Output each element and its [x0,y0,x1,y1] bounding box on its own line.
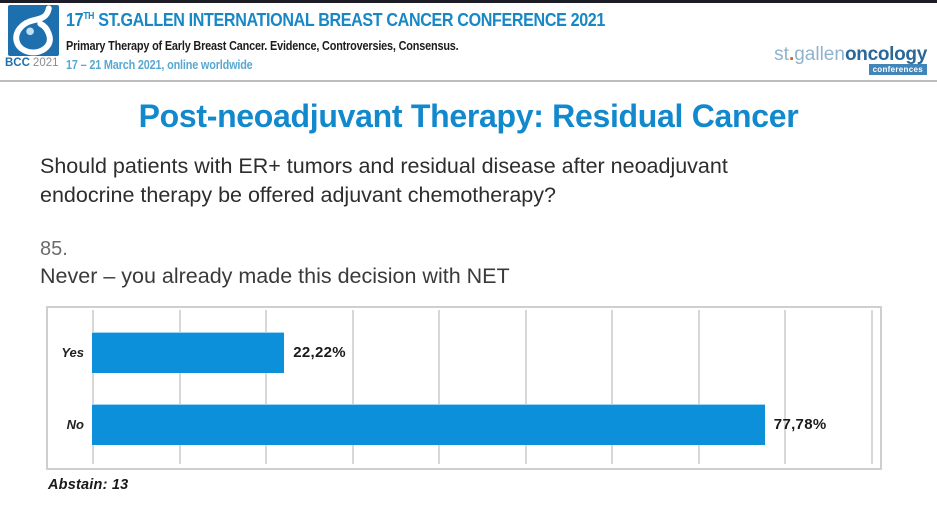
category-label-no: No [66,417,84,432]
bar-row-no: 77,78% [92,404,826,445]
poll-bar-chart: Yes No 22,22% 77,78% [46,306,882,470]
gridline [611,310,613,464]
gridline [351,310,354,464]
bar-row-yes: 22,22% [92,332,346,373]
bcc-logo-icon [8,5,59,56]
stgallen-oncology-logo: st.gallenoncology [774,44,927,66]
question-line-1: Should patients with ER+ tumors and resi… [40,154,728,178]
conference-title: 17TH ST.GALLEN INTERNATIONAL BREAST CANC… [66,9,605,31]
poll-statement: Never – you already made this decision w… [40,264,510,288]
brand-gallen: gallen [794,44,845,65]
conference-subtitle: Primary Therapy of Early Breast Cancer. … [66,39,459,53]
brand-conferences-tag: conferences [868,64,927,75]
bar-yes [92,332,285,373]
page-title: Post-neoadjuvant Therapy: Residual Cance… [138,98,799,134]
gridline [92,310,94,464]
bcc-badge-text: BCC [5,57,30,69]
brand-st: st [774,44,789,65]
value-label-no: 77,78% [773,416,827,433]
brand-dot: . [788,44,795,65]
conference-title-sup: TH [83,10,95,22]
question-line-2: endocrine therapy be offered adjuvant ch… [40,183,556,207]
conference-title-rest: ST.GALLEN INTERNATIONAL BREAST CANCER CO… [94,9,606,30]
bar-no [92,404,765,445]
abstain-count: Abstain: 13 [48,477,129,493]
gridline [870,310,873,464]
drop-icon [13,5,53,56]
value-label-yes: 22,22% [293,344,346,361]
gridline [178,310,181,464]
category-label-yes: Yes [61,345,84,360]
gridline [524,310,527,464]
question-number: 85. [40,238,68,260]
gridline [438,310,440,464]
top-strip [0,0,937,3]
header-divider [0,80,937,82]
conference-title-number: 17 [66,9,84,30]
brand-oncology: oncology [844,44,927,65]
question-text: Should patients with ER+ tumors and resi… [40,152,728,210]
gridline [265,310,267,464]
conference-dates: 17 – 21 March 2021, online worldwide [66,58,253,72]
gridline [784,310,786,464]
gridline [697,310,700,464]
bcc-badge-year: 2021 [32,57,59,69]
bcc-badge: BCC 2021 [5,57,65,69]
chart-plot: 22,22% 77,78% [92,310,880,464]
